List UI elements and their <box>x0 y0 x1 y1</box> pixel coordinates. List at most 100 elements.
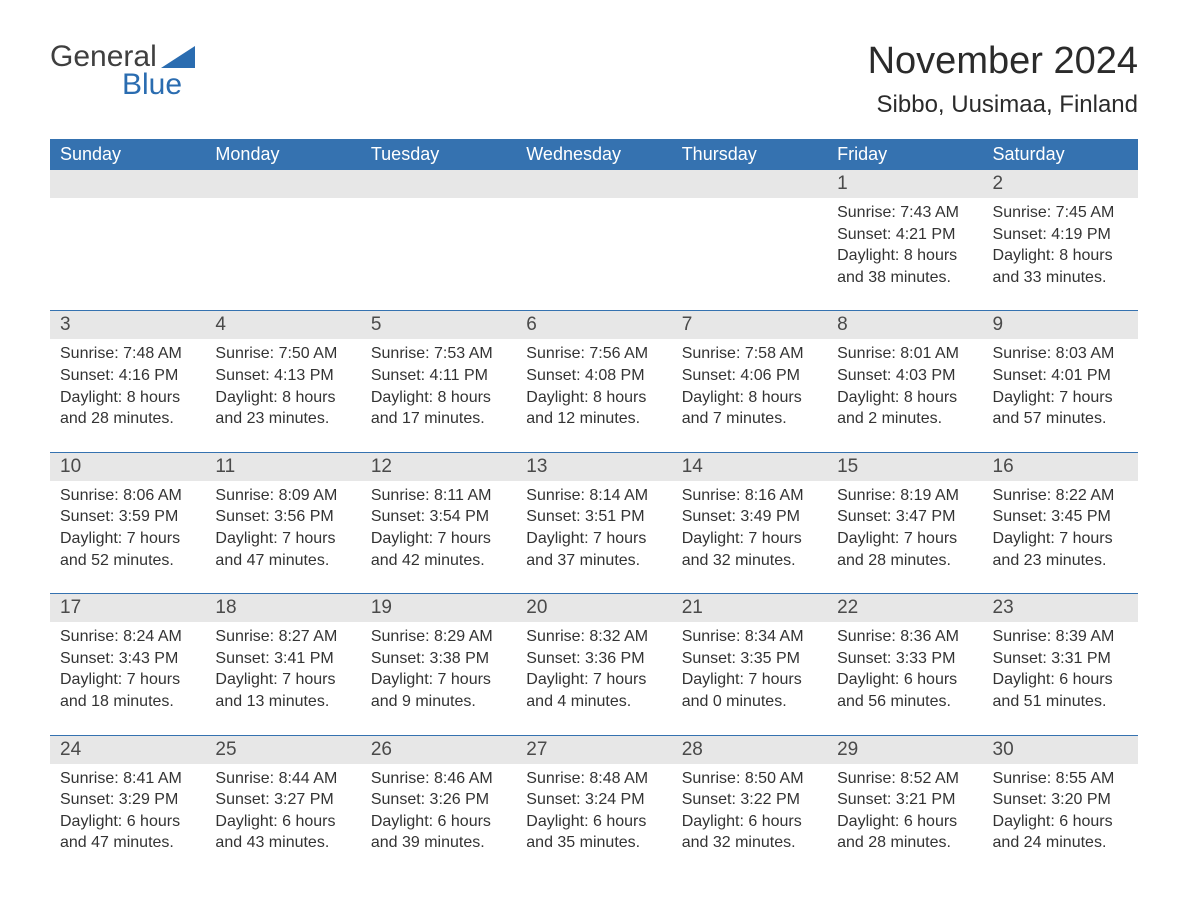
sunset-label: Sunset: <box>993 650 1052 667</box>
calendar-day-cell: 1Sunrise: 7:43 AMSunset: 4:21 PMDaylight… <box>827 170 982 311</box>
sunset-value: 3:27 PM <box>274 791 334 808</box>
sunrise-value: 8:55 AM <box>1056 770 1115 787</box>
daylight-value-1: 6 hours <box>438 813 491 830</box>
sunrise-value: 8:03 AM <box>1056 345 1115 362</box>
sunset-line: Sunset: 3:45 PM <box>993 506 1128 528</box>
sunset-value: 4:11 PM <box>430 367 488 384</box>
calendar-day-cell: 27Sunrise: 8:48 AMSunset: 3:24 PMDayligh… <box>516 735 671 876</box>
sunrise-value: 7:50 AM <box>279 345 338 362</box>
sunset-value: 3:24 PM <box>585 791 645 808</box>
day-details: Sunrise: 8:27 AMSunset: 3:41 PMDaylight:… <box>205 622 360 712</box>
daylight-value-1: 8 hours <box>593 389 646 406</box>
col-head-wednesday: Wednesday <box>516 139 671 170</box>
col-head-friday: Friday <box>827 139 982 170</box>
sunrise-line: Sunrise: 8:39 AM <box>993 626 1128 648</box>
daylight-value-1: 8 hours <box>282 389 335 406</box>
daylight-label: Daylight: <box>60 389 127 406</box>
sunset-label: Sunset: <box>371 367 430 384</box>
sunset-value: 3:47 PM <box>896 508 956 525</box>
calendar-day-cell: 28Sunrise: 8:50 AMSunset: 3:22 PMDayligh… <box>672 735 827 876</box>
sunset-label: Sunset: <box>682 367 741 384</box>
sunset-value: 4:03 PM <box>896 367 956 384</box>
daylight-line-1: Daylight: 8 hours <box>526 387 661 409</box>
sunrise-line: Sunrise: 8:36 AM <box>837 626 972 648</box>
daylight-label: Daylight: <box>215 389 282 406</box>
daylight-line-1: Daylight: 8 hours <box>993 245 1128 267</box>
sunset-label: Sunset: <box>371 650 430 667</box>
sunrise-value: 7:45 AM <box>1056 204 1115 221</box>
day-number: 16 <box>983 453 1138 481</box>
sunrise-value: 8:52 AM <box>900 770 959 787</box>
daylight-value-1: 6 hours <box>1059 813 1112 830</box>
col-head-saturday: Saturday <box>983 139 1138 170</box>
day-details: Sunrise: 7:45 AMSunset: 4:19 PMDaylight:… <box>983 198 1138 288</box>
sunrise-label: Sunrise: <box>215 770 278 787</box>
sunrise-line: Sunrise: 8:19 AM <box>837 485 972 507</box>
sunrise-value: 8:39 AM <box>1056 628 1115 645</box>
calendar-week-row: 10Sunrise: 8:06 AMSunset: 3:59 PMDayligh… <box>50 452 1138 593</box>
daylight-label: Daylight: <box>371 389 438 406</box>
day-details: Sunrise: 8:14 AMSunset: 3:51 PMDaylight:… <box>516 481 671 571</box>
sunrise-line: Sunrise: 8:14 AM <box>526 485 661 507</box>
sunrise-line: Sunrise: 8:01 AM <box>837 343 972 365</box>
sunset-line: Sunset: 3:41 PM <box>215 648 350 670</box>
day-details: Sunrise: 8:46 AMSunset: 3:26 PMDaylight:… <box>361 764 516 854</box>
daylight-line-2: and 37 minutes. <box>526 550 661 572</box>
sunrise-line: Sunrise: 7:48 AM <box>60 343 195 365</box>
day-details: Sunrise: 8:52 AMSunset: 3:21 PMDaylight:… <box>827 764 982 854</box>
daylight-value-1: 6 hours <box>904 671 957 688</box>
sunset-value: 3:36 PM <box>585 650 645 667</box>
calendar-day-cell: 23Sunrise: 8:39 AMSunset: 3:31 PMDayligh… <box>983 594 1138 735</box>
daylight-line-2: and 33 minutes. <box>993 267 1128 289</box>
calendar-day-cell: 18Sunrise: 8:27 AMSunset: 3:41 PMDayligh… <box>205 594 360 735</box>
sunset-value: 4:01 PM <box>1051 367 1111 384</box>
empty-day <box>672 170 827 198</box>
sunrise-label: Sunrise: <box>215 487 278 504</box>
sunset-label: Sunset: <box>371 508 430 525</box>
daylight-label: Daylight: <box>60 813 127 830</box>
calendar-body: 1Sunrise: 7:43 AMSunset: 4:21 PMDaylight… <box>50 170 1138 876</box>
day-details: Sunrise: 8:06 AMSunset: 3:59 PMDaylight:… <box>50 481 205 571</box>
sunrise-value: 8:41 AM <box>123 770 182 787</box>
daylight-value-1: 7 hours <box>127 530 180 547</box>
calendar-day-cell: 8Sunrise: 8:01 AMSunset: 4:03 PMDaylight… <box>827 311 982 452</box>
daylight-label: Daylight: <box>215 813 282 830</box>
sunset-line: Sunset: 3:20 PM <box>993 789 1128 811</box>
sunset-label: Sunset: <box>60 367 119 384</box>
daylight-line-2: and 32 minutes. <box>682 550 817 572</box>
daylight-value-1: 6 hours <box>1059 671 1112 688</box>
daylight-line-2: and 42 minutes. <box>371 550 506 572</box>
sunset-line: Sunset: 4:01 PM <box>993 365 1128 387</box>
sunset-value: 3:56 PM <box>274 508 334 525</box>
sunset-line: Sunset: 3:35 PM <box>682 648 817 670</box>
sunrise-line: Sunrise: 8:50 AM <box>682 768 817 790</box>
sunset-label: Sunset: <box>526 508 585 525</box>
daylight-line-1: Daylight: 6 hours <box>837 811 972 833</box>
sunrise-label: Sunrise: <box>837 204 900 221</box>
day-number: 9 <box>983 311 1138 339</box>
day-details: Sunrise: 8:16 AMSunset: 3:49 PMDaylight:… <box>672 481 827 571</box>
sunrise-line: Sunrise: 7:45 AM <box>993 202 1128 224</box>
sunset-value: 3:51 PM <box>585 508 645 525</box>
daylight-label: Daylight: <box>60 671 127 688</box>
day-details: Sunrise: 8:01 AMSunset: 4:03 PMDaylight:… <box>827 339 982 429</box>
daylight-value-1: 7 hours <box>593 530 646 547</box>
col-head-thursday: Thursday <box>672 139 827 170</box>
daylight-line-1: Daylight: 6 hours <box>993 811 1128 833</box>
sunset-label: Sunset: <box>215 508 274 525</box>
sunset-line: Sunset: 4:21 PM <box>837 224 972 246</box>
day-number: 13 <box>516 453 671 481</box>
sunrise-label: Sunrise: <box>60 628 123 645</box>
sunset-label: Sunset: <box>60 791 119 808</box>
sunrise-line: Sunrise: 8:22 AM <box>993 485 1128 507</box>
empty-day <box>361 170 516 198</box>
sunrise-label: Sunrise: <box>371 487 434 504</box>
calendar-day-cell: 30Sunrise: 8:55 AMSunset: 3:20 PMDayligh… <box>983 735 1138 876</box>
sunrise-value: 8:34 AM <box>745 628 804 645</box>
day-details: Sunrise: 8:50 AMSunset: 3:22 PMDaylight:… <box>672 764 827 854</box>
day-details: Sunrise: 8:48 AMSunset: 3:24 PMDaylight:… <box>516 764 671 854</box>
sunset-label: Sunset: <box>371 791 430 808</box>
day-number: 30 <box>983 736 1138 764</box>
day-details: Sunrise: 8:32 AMSunset: 3:36 PMDaylight:… <box>516 622 671 712</box>
daylight-line-2: and 51 minutes. <box>993 691 1128 713</box>
